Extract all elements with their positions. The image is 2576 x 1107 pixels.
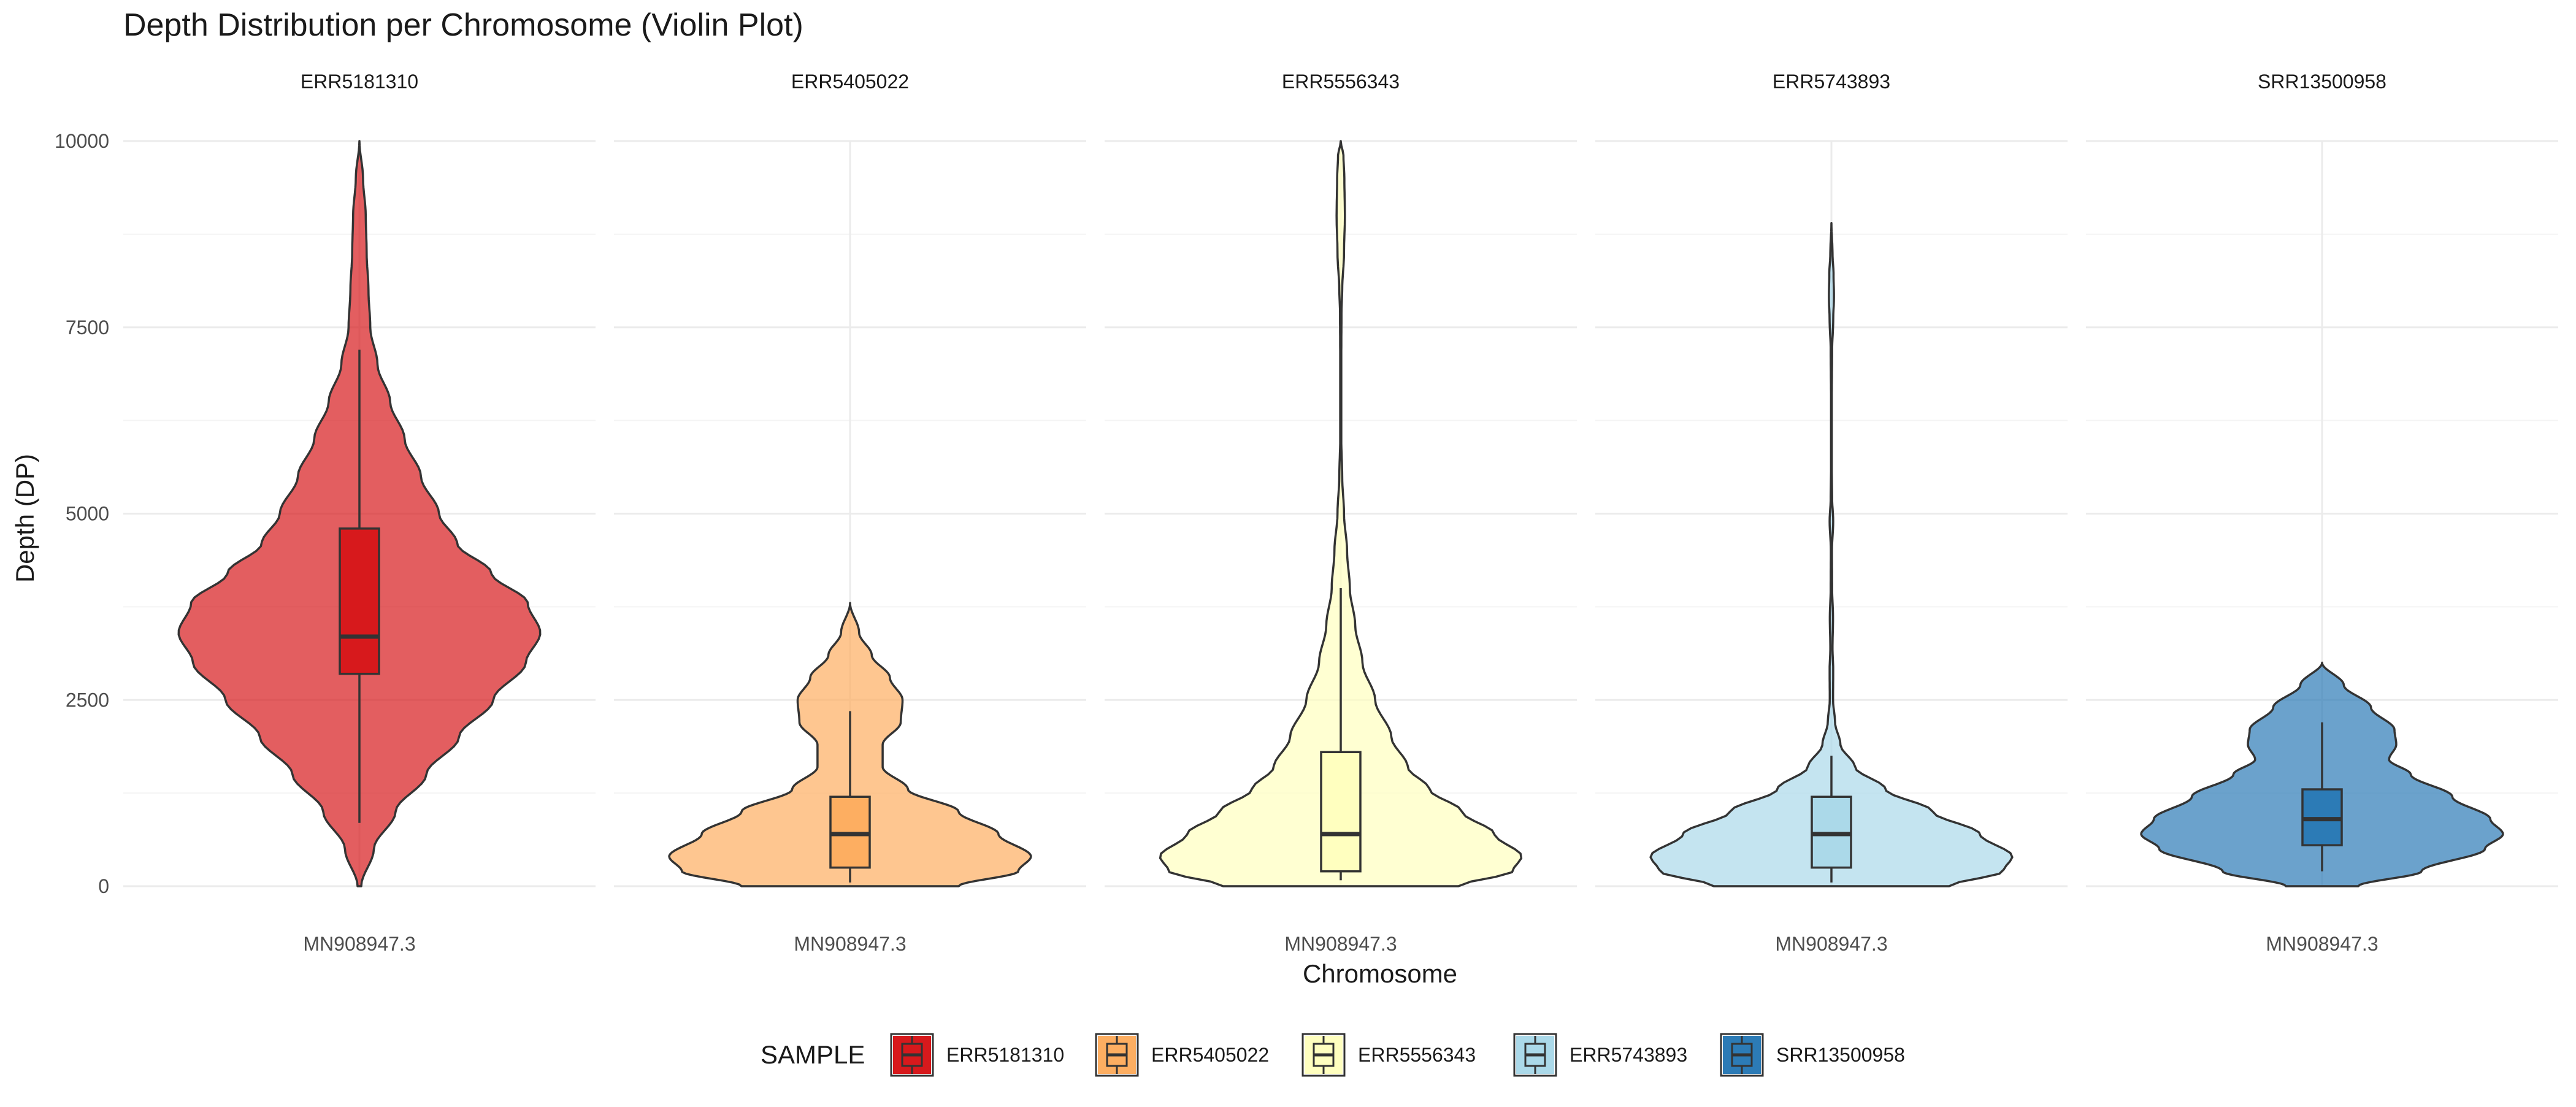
legend-item-ERR5743893: ERR5743893 [1513, 1033, 1687, 1077]
violin-ERR5556343 [1159, 140, 1523, 887]
legend-label: ERR5743893 [1570, 1044, 1687, 1066]
y-axis-title: Depth (DP) [10, 454, 39, 583]
box-ERR5556343 [1320, 751, 1362, 873]
x-tick-label: MN908947.3 [303, 933, 415, 955]
panel-ERR5405022: ERR5405022 MN908947.3 [668, 71, 1032, 955]
y-tick-label: 0 [98, 875, 109, 897]
facet-panels: ERR5181310 MN908947.3 ERR5405022 MN908947.3… [177, 71, 2504, 955]
legend-title: SAMPLE [761, 1040, 865, 1069]
y-tick-label: 10000 [55, 130, 109, 152]
x-tick-label: MN908947.3 [794, 933, 906, 955]
x-tick-label: MN908947.3 [2266, 933, 2378, 955]
legend-item-ERR5181310: ERR5181310 [890, 1033, 1064, 1077]
y-tick-label: 7500 [66, 316, 109, 339]
facet-strip-label: ERR5405022 [791, 71, 909, 93]
y-tick-label: 2500 [66, 689, 109, 711]
panel-SRR13500958: SRR13500958 MN908947.3 [2140, 71, 2504, 955]
legend-label: ERR5181310 [946, 1044, 1064, 1066]
facet-strip-label: SRR13500958 [2258, 71, 2386, 93]
legend-label: ERR5556343 [1358, 1044, 1476, 1066]
facet-strip-label: ERR5556343 [1282, 71, 1400, 93]
box-ERR5181310 [339, 527, 380, 675]
violin-ERR5743893 [1649, 221, 2014, 887]
panel-ERR5743893: ERR5743893 MN908947.3 [1649, 71, 2014, 955]
legend-item-ERR5556343: ERR5556343 [1301, 1033, 1476, 1077]
legend-item-SRR13500958: SRR13500958 [1720, 1033, 1905, 1077]
y-tick-label: 5000 [66, 503, 109, 525]
y-axis: 0 2500 5000 7500 10000 [55, 130, 109, 897]
x-tick-label: MN908947.3 [1284, 933, 1397, 955]
panel-ERR5181310: ERR5181310 MN908947.3 [177, 71, 542, 955]
x-tick-label: MN908947.3 [1775, 933, 1887, 955]
legend-label: ERR5405022 [1151, 1044, 1269, 1066]
facet-strip-label: ERR5743893 [1773, 71, 1890, 93]
legend: SAMPLE ERR5181310 ERR5405022 ERR5556343 ERR5… [761, 1033, 1905, 1077]
legend-label: SRR13500958 [1776, 1044, 1905, 1066]
x-axis-title: Chromosome [1303, 959, 1457, 988]
facet-strip-label: ERR5181310 [301, 71, 418, 93]
legend-item-ERR5405022: ERR5405022 [1095, 1033, 1269, 1077]
chart-title: Depth Distribution per Chromosome (Violi… [123, 7, 803, 43]
panel-ERR5556343: ERR5556343 MN908947.3 [1159, 71, 1523, 955]
